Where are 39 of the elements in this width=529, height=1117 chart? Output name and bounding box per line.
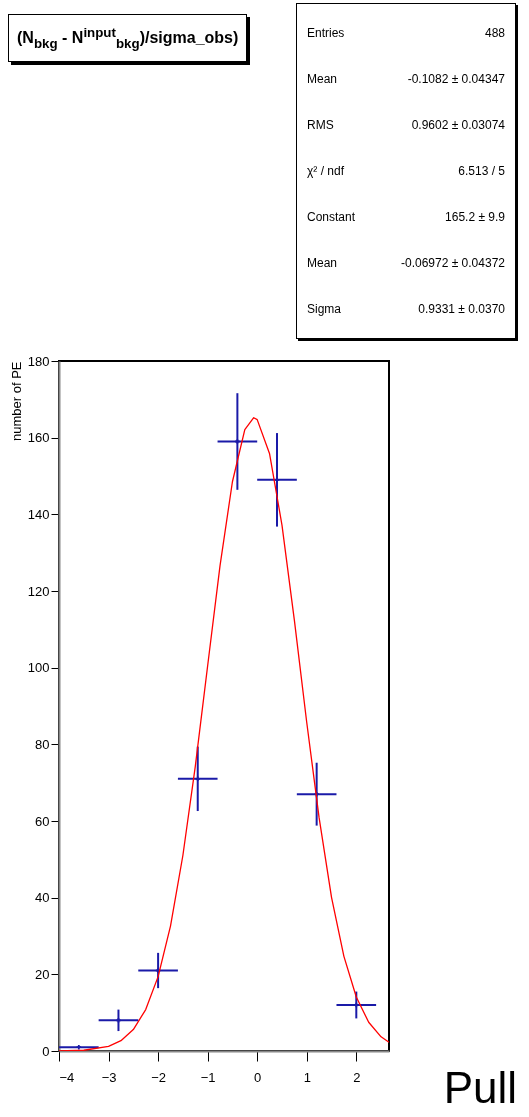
- x-tick-label: 2: [353, 1069, 361, 1085]
- text: -0.1082 ± 0.04347: [407, 72, 505, 86]
- y-tick-label: 40: [35, 890, 50, 906]
- chart-title: (N$_{bkg}$ - N$^{input}$$_{bkg}$)/sigma_obs): [8, 14, 248, 62]
- text: 0.9331 ± 0.0370: [418, 302, 505, 316]
- y-tick-label: 180: [27, 353, 50, 369]
- text: 488: [484, 26, 505, 40]
- text: -0.06972 ± 0.04372: [400, 256, 505, 270]
- x-tick-label: −3: [101, 1069, 117, 1085]
- y-tick-label: 60: [35, 813, 50, 829]
- text: 6.513 / 5: [458, 164, 505, 178]
- point: [235, 439, 240, 444]
- y-tick-label: 120: [27, 583, 50, 599]
- y-tick-label: 0: [42, 1043, 50, 1059]
- text: Mean: [307, 256, 338, 270]
- text: χ² / ndf: [307, 164, 344, 178]
- text: Entries: [307, 26, 345, 40]
- y-tick-label: 140: [27, 506, 50, 522]
- y-axis-title: number of PE: [8, 361, 24, 441]
- text: Mean: [307, 72, 338, 86]
- point: [116, 1018, 121, 1023]
- y-tick-label: 80: [35, 736, 50, 752]
- y-tick-label: 100: [27, 660, 50, 676]
- x-tick-label: −1: [200, 1069, 216, 1085]
- text: Constant: [307, 210, 356, 224]
- text: RMS: [307, 118, 334, 132]
- x-axis-title: Pull: [443, 1063, 517, 1113]
- point: [354, 1002, 359, 1008]
- text: 0.9602 ± 0.03074: [411, 118, 505, 132]
- point: [76, 1044, 82, 1050]
- x-tick-label: −4: [59, 1069, 75, 1085]
- text: 165.2 ± 9.9: [445, 210, 505, 224]
- y-tick-label: 160: [27, 430, 50, 446]
- x-tick-label: 0: [254, 1069, 262, 1085]
- x-tick-label: 1: [303, 1069, 311, 1085]
- text: Sigma: [307, 302, 342, 316]
- point: [195, 776, 200, 782]
- x-tick-label: −2: [151, 1069, 167, 1085]
- y-tick-label: 20: [35, 966, 50, 982]
